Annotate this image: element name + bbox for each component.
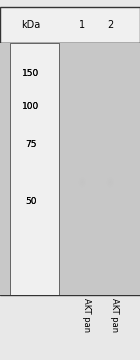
Text: 75: 75 (25, 140, 37, 149)
Text: 2: 2 (107, 20, 113, 30)
Text: AKT pan: AKT pan (110, 298, 119, 333)
FancyBboxPatch shape (10, 43, 59, 295)
Text: 100: 100 (22, 102, 39, 111)
Text: 1: 1 (79, 20, 85, 30)
FancyBboxPatch shape (0, 43, 10, 295)
FancyBboxPatch shape (10, 43, 59, 295)
Text: kDa: kDa (21, 20, 40, 30)
Text: 150: 150 (22, 69, 39, 78)
Text: 150: 150 (22, 69, 39, 78)
FancyBboxPatch shape (0, 7, 140, 43)
Text: 50: 50 (25, 198, 37, 207)
Text: 75: 75 (25, 140, 37, 149)
Text: 100: 100 (22, 102, 39, 111)
Text: AKT pan: AKT pan (82, 298, 91, 333)
Text: 50: 50 (25, 198, 37, 207)
